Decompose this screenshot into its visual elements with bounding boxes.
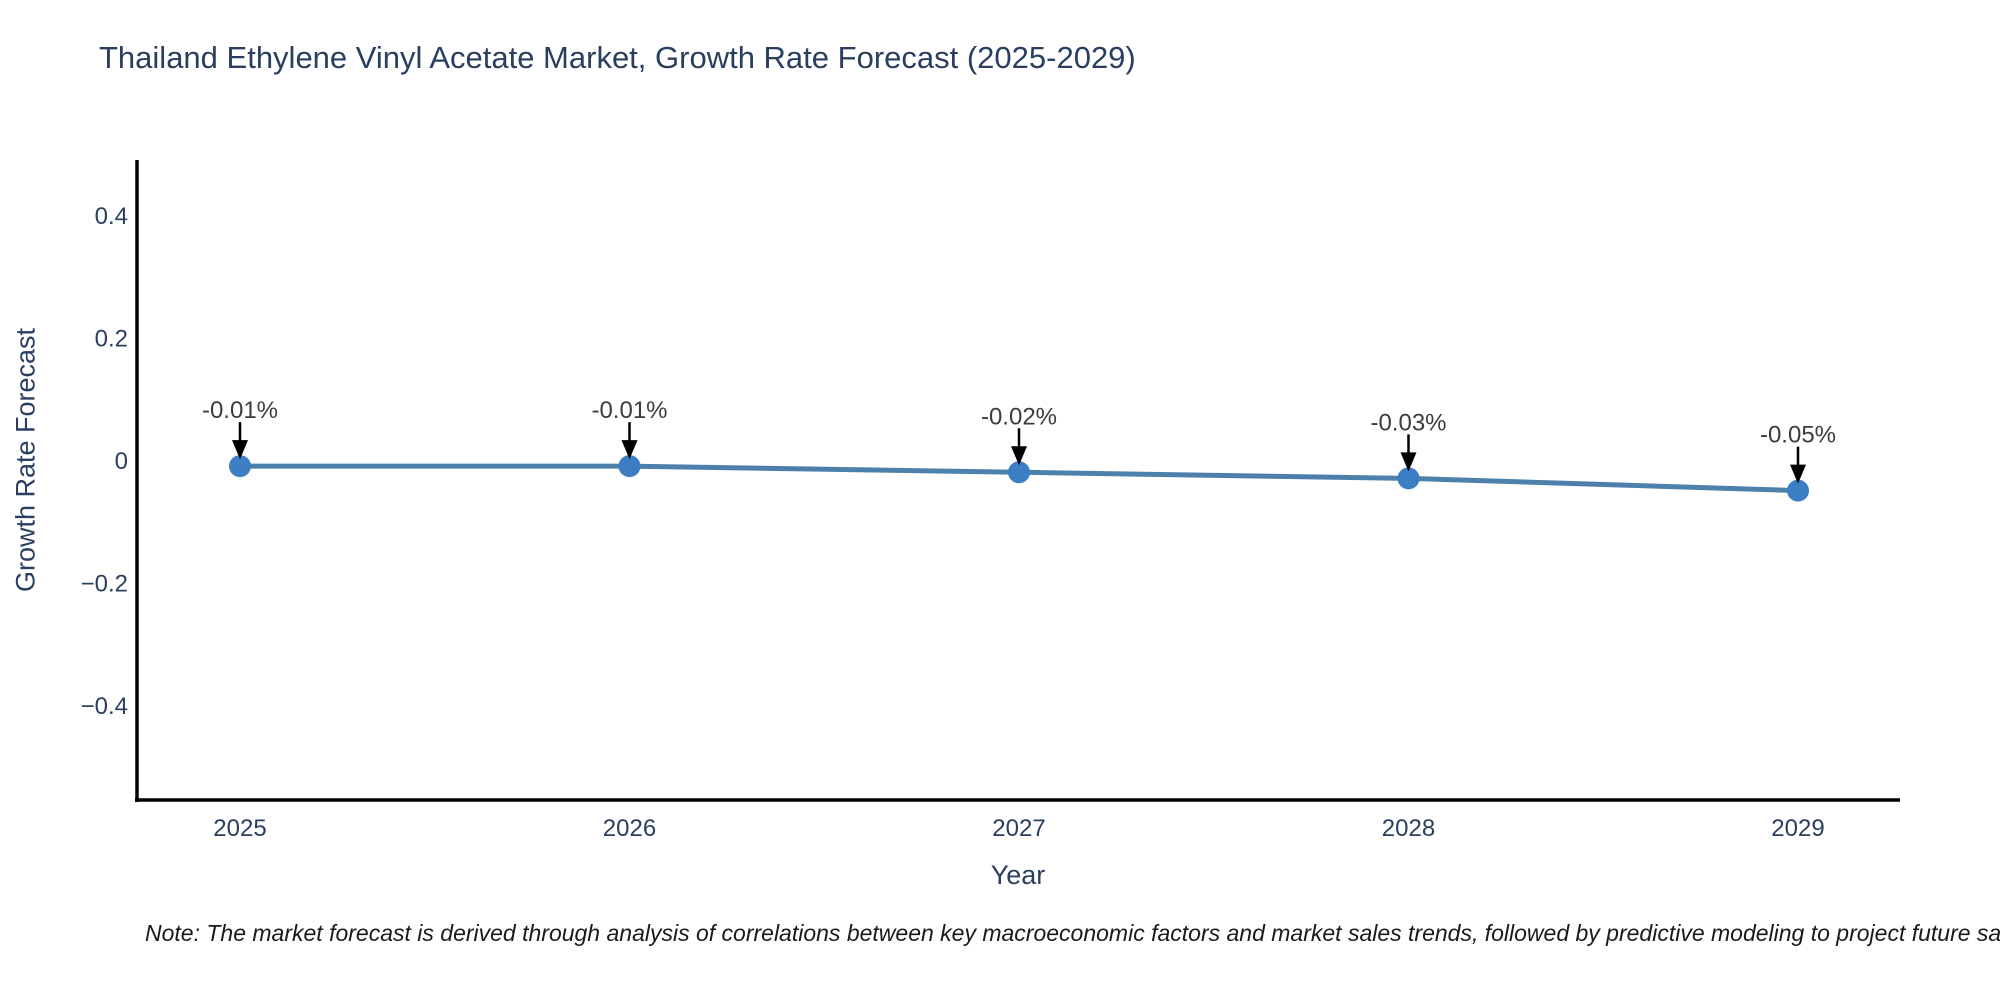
data-point-marker [618,455,641,478]
annotation-label: -0.03% [1370,409,1446,436]
x-tick-label: 2028 [1382,815,1435,842]
data-point-marker [1397,467,1420,490]
x-tick-label: 2025 [213,815,266,842]
footnote: Note: The market forecast is derived thr… [145,920,2000,946]
chart-title: Thailand Ethylene Vinyl Acetate Market, … [99,40,1136,75]
data-point-group: -0.01% [591,397,668,478]
annotation-arrowhead-icon [1011,446,1027,466]
data-point-group: -0.03% [1370,409,1447,490]
annotation-label: -0.02% [981,403,1057,430]
x-tick-label: 2026 [603,815,656,842]
annotation-label: -0.01% [591,397,667,424]
annotation-arrowhead-icon [621,440,638,460]
annotation-label: -0.01% [202,397,278,424]
data-point-marker [229,455,251,478]
x-axis-title: Year [990,860,1046,890]
y-axis-title: Growth Rate Forecast [10,327,41,593]
annotation-arrowhead-icon [1400,452,1417,472]
y-tick-label: 0 [115,448,128,475]
data-point-group: -0.02% [981,403,1057,484]
y-tick-label: −0.2 [81,571,128,598]
annotation-label: -0.05% [1760,422,1836,449]
data-point-marker [1787,479,1809,502]
annotation-arrowhead-icon [232,440,248,460]
annotation-arrowhead-icon [1790,464,1806,484]
data-point-group: -0.05% [1760,422,1836,502]
x-tick-label: 2029 [1771,815,1824,842]
y-tick-label: 0.2 [95,326,128,353]
data-point-group: -0.01% [202,397,278,478]
x-tick-label: 2027 [992,815,1045,842]
y-tick-label: −0.4 [81,693,128,720]
y-tick-label: 0.4 [95,203,128,230]
data-point-marker [1008,461,1030,484]
